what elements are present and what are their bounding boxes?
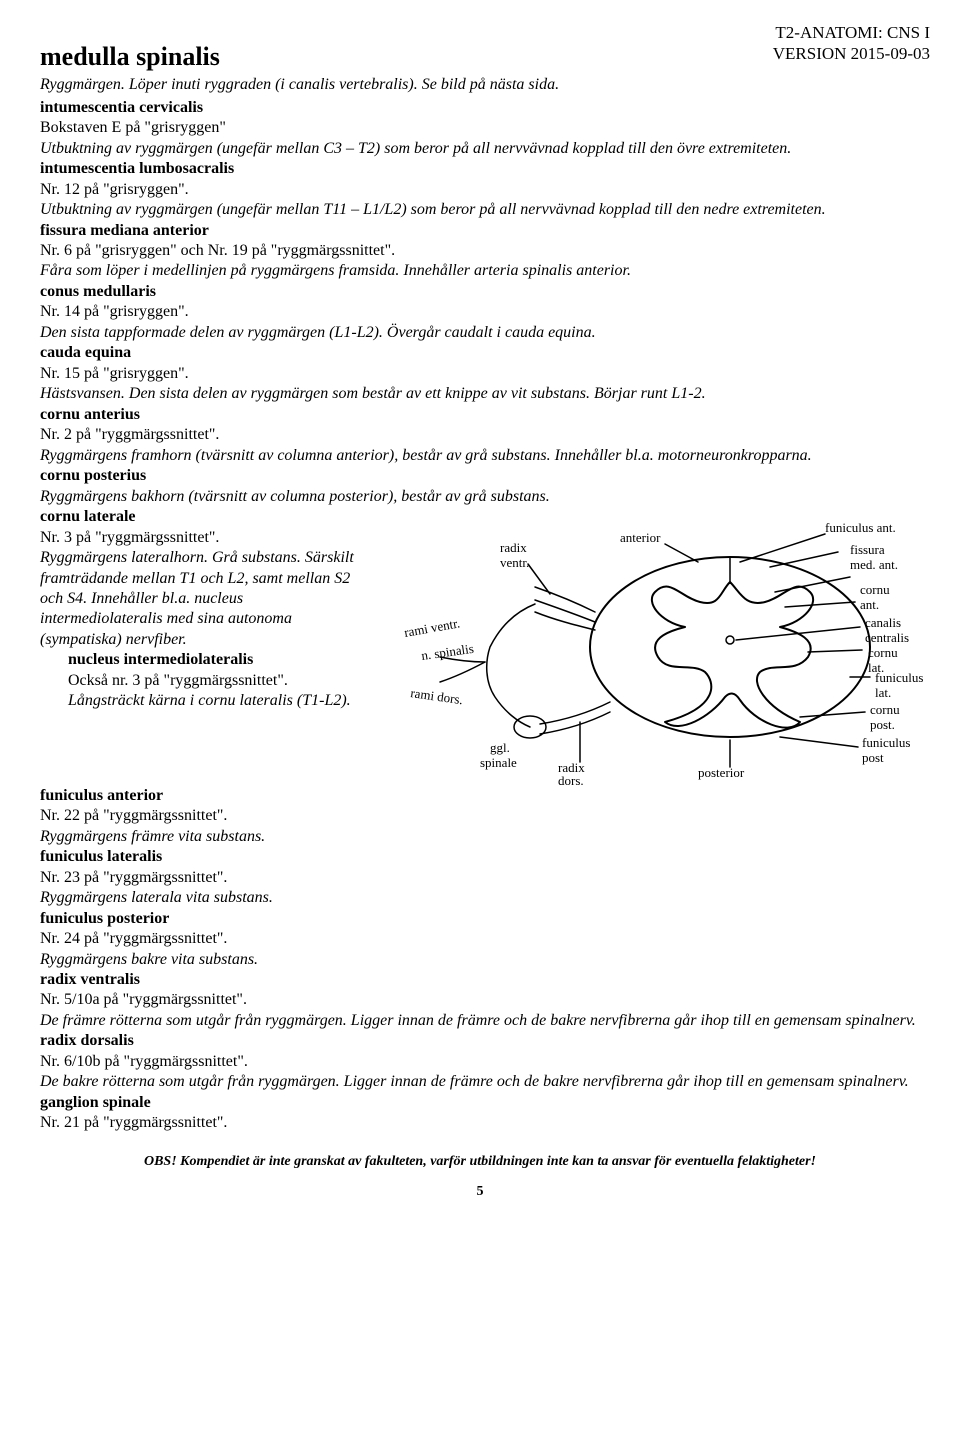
- term: cornu anterius: [40, 405, 920, 425]
- term-desc: Ryggmärgens bakhorn (tvärsnitt av column…: [40, 487, 920, 507]
- term: funiculus posterior: [40, 909, 920, 929]
- term-ref: Nr. 21 på "ryggmärgssnittet".: [40, 1113, 920, 1133]
- spinal-cord-diagram: anterior posterior funiculus ant. fissur…: [430, 522, 920, 772]
- term: funiculus anterior: [40, 786, 920, 806]
- label-funiculus-lat1: funiculus: [875, 670, 923, 685]
- term-ref: Nr. 6 på "grisryggen" och Nr. 19 på "ryg…: [40, 241, 920, 261]
- term-desc: Ryggmärgens lateralhorn. Grå substans. S…: [40, 548, 460, 568]
- term-desc: Fåra som löper i medellinjen på ryggmärg…: [40, 261, 920, 281]
- label-radix-dors2: dors.: [558, 773, 584, 788]
- diagram-svg: anterior posterior funiculus ant. fissur…: [430, 522, 960, 782]
- term-desc: De främre rötterna som utgår från ryggmä…: [40, 1011, 920, 1031]
- term-desc: Utbuktning av ryggmärgen (ungefär mellan…: [40, 139, 920, 159]
- term-desc: Den sista tappformade delen av ryggmärge…: [40, 323, 920, 343]
- term-ref: Nr. 15 på "grisryggen".: [40, 364, 920, 384]
- label-cornu-lat1: cornu: [868, 645, 898, 660]
- course-code: T2-ANATOMI: CNS I: [773, 22, 930, 43]
- document-page: T2-ANATOMI: CNS I VERSION 2015-09-03 med…: [0, 0, 960, 1244]
- term: radix ventralis: [40, 970, 920, 990]
- label-ggl-spinale1: ggl.: [490, 740, 510, 755]
- term-ref: Nr. 14 på "grisryggen".: [40, 302, 920, 322]
- term: conus medullaris: [40, 282, 920, 302]
- label-funiculus-ant: funiculus ant.: [825, 520, 896, 535]
- term-desc: Ryggmärgens främre vita substans.: [40, 827, 920, 847]
- label-radix-ventr2: ventr.: [500, 555, 529, 570]
- term: intumescentia cervicalis: [40, 98, 920, 118]
- term-desc: Ryggmärgens framhorn (tvärsnitt av colum…: [40, 446, 920, 466]
- term: intumescentia lumbosacralis: [40, 159, 920, 179]
- term-ref: Bokstaven E på "grisryggen": [40, 118, 920, 138]
- term-ref: Nr. 5/10a på "ryggmärgssnittet".: [40, 990, 920, 1010]
- label-cornu-post2: post.: [870, 717, 895, 732]
- term: fissura mediana anterior: [40, 221, 920, 241]
- term-ref: Nr. 23 på "ryggmärgssnittet".: [40, 868, 920, 888]
- term-ref: Nr. 22 på "ryggmärgssnittet".: [40, 806, 920, 826]
- footer-disclaimer: OBS! Kompendiet är inte granskat av faku…: [40, 1154, 920, 1170]
- label-cornu-ant1: cornu: [860, 582, 890, 597]
- label-posterior: posterior: [698, 765, 745, 780]
- term-desc: framträdande mellan T1 och L2, samt mell…: [40, 569, 460, 589]
- label-canalis1: canalis: [865, 615, 901, 630]
- label-funiculus-post2: post: [862, 750, 884, 765]
- term: cornu posterius: [40, 466, 920, 486]
- page-number: 5: [40, 1184, 920, 1200]
- label-ggl-spinale2: spinale: [480, 755, 517, 770]
- label-cornu-post1: cornu: [870, 702, 900, 717]
- header-block: T2-ANATOMI: CNS I VERSION 2015-09-03: [773, 22, 930, 65]
- label-cornu-ant2: ant.: [860, 597, 879, 612]
- term-desc: Ryggmärgens bakre vita substans.: [40, 950, 920, 970]
- term: ganglion spinale: [40, 1093, 920, 1113]
- term: cauda equina: [40, 343, 920, 363]
- label-fissura-med-ant2: med. ant.: [850, 557, 898, 572]
- label-funiculus-lat2: lat.: [875, 685, 891, 700]
- label-funiculus-post1: funiculus: [862, 735, 910, 750]
- label-fissura-med-ant1: fissura: [850, 542, 885, 557]
- term-desc: och S4. Innehåller bl.a. nucleus: [40, 589, 460, 609]
- term-desc: intermediolateralis med sina autonoma: [40, 609, 460, 629]
- term-desc: Hästsvansen. Den sista delen av ryggmärg…: [40, 384, 920, 404]
- term-ref: Nr. 6/10b på "ryggmärgssnittet".: [40, 1052, 920, 1072]
- term: radix dorsalis: [40, 1031, 920, 1051]
- term-desc: (sympatiska) nervfiber.: [40, 630, 460, 650]
- term-ref: Nr. 12 på "grisryggen".: [40, 180, 920, 200]
- term-ref: Nr. 2 på "ryggmärgssnittet".: [40, 425, 920, 445]
- term: funiculus lateralis: [40, 847, 920, 867]
- term-desc: Ryggmärgens laterala vita substans.: [40, 888, 920, 908]
- label-canalis2: centralis: [865, 630, 909, 645]
- label-anterior: anterior: [620, 530, 661, 545]
- term-desc: De bakre rötterna som utgår från ryggmär…: [40, 1072, 920, 1092]
- label-radix-ventr1: radix: [500, 540, 527, 555]
- term-desc: Utbuktning av ryggmärgen (ungefär mellan…: [40, 200, 920, 220]
- intro-text: Ryggmärgen. Löper inuti ryggraden (i can…: [40, 75, 920, 95]
- version-date: VERSION 2015-09-03: [773, 43, 930, 64]
- term-ref: Nr. 24 på "ryggmärgssnittet".: [40, 929, 920, 949]
